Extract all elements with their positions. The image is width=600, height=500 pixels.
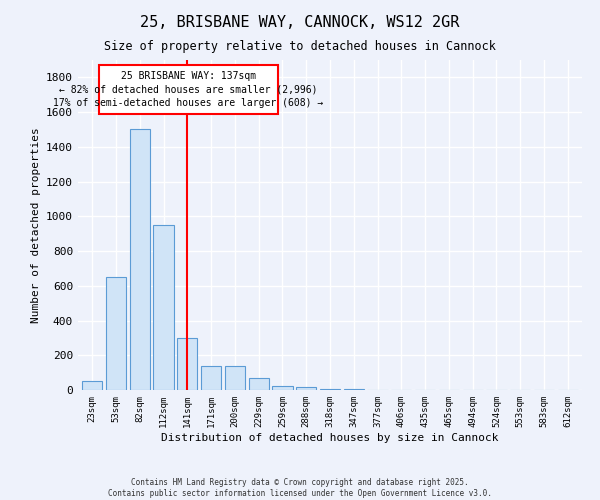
- Bar: [154, 225, 173, 390]
- Bar: [344, 389, 364, 390]
- Text: Contains HM Land Registry data © Crown copyright and database right 2025.
Contai: Contains HM Land Registry data © Crown c…: [108, 478, 492, 498]
- Text: ← 82% of detached houses are smaller (2,996): ← 82% of detached houses are smaller (2,…: [59, 84, 318, 94]
- Bar: [225, 366, 245, 390]
- FancyBboxPatch shape: [100, 65, 278, 114]
- Text: Size of property relative to detached houses in Cannock: Size of property relative to detached ho…: [104, 40, 496, 53]
- Y-axis label: Number of detached properties: Number of detached properties: [31, 127, 41, 323]
- Bar: [248, 378, 269, 390]
- Bar: [177, 338, 197, 390]
- Text: 25, BRISBANE WAY, CANNOCK, WS12 2GR: 25, BRISBANE WAY, CANNOCK, WS12 2GR: [140, 15, 460, 30]
- Bar: [106, 277, 126, 390]
- Bar: [272, 386, 293, 390]
- Bar: [201, 366, 221, 390]
- Text: 25 BRISBANE WAY: 137sqm: 25 BRISBANE WAY: 137sqm: [121, 70, 256, 81]
- X-axis label: Distribution of detached houses by size in Cannock: Distribution of detached houses by size …: [161, 432, 499, 442]
- Bar: [320, 389, 340, 390]
- Bar: [82, 382, 103, 390]
- Text: 17% of semi-detached houses are larger (608) →: 17% of semi-detached houses are larger (…: [53, 98, 323, 108]
- Bar: [130, 130, 150, 390]
- Bar: [296, 386, 316, 390]
